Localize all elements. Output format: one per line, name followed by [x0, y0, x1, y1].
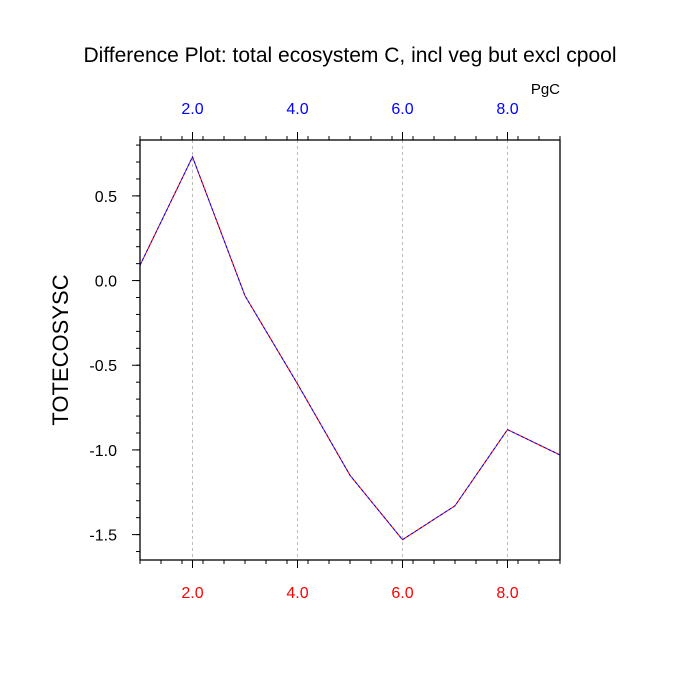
y-axis-label: TOTECOSYSC	[48, 274, 73, 425]
grid-layer	[192, 140, 508, 560]
series-line-blue	[139, 155, 561, 541]
tick-label-layer: 2.0 2.0 4.0 4.0 6.0 6.0 8.0 8.0 -1.5 -1.0 -0.5 0.0 0…	[89, 101, 518, 602]
x-tick-label-bottom: 8.0	[496, 585, 518, 602]
y-tick-label: -1.5	[89, 528, 117, 545]
x-tick-label-top: 8.0	[496, 101, 518, 118]
tick-layer	[132, 132, 561, 568]
series-line-red	[139, 155, 561, 541]
series-layer	[139, 155, 561, 541]
x-tick-label-bottom: 2.0	[181, 585, 203, 602]
x-tick-label-bottom: 4.0	[286, 585, 308, 602]
chart-title: Difference Plot: total ecosystem C, incl…	[83, 44, 616, 67]
x-tick-label-top: 4.0	[286, 101, 308, 118]
y-tick-label: -1.0	[89, 443, 117, 460]
y-tick-label: 0.0	[95, 274, 117, 291]
x-tick-label-top: 6.0	[391, 101, 413, 118]
x-tick-label-top: 2.0	[181, 101, 203, 118]
plot-frame	[139, 139, 561, 561]
y-tick-label: 0.5	[95, 189, 117, 206]
y-tick-label: -0.5	[89, 358, 117, 375]
units-label: PgC	[531, 81, 560, 98]
x-tick-label-bottom: 6.0	[391, 585, 413, 602]
